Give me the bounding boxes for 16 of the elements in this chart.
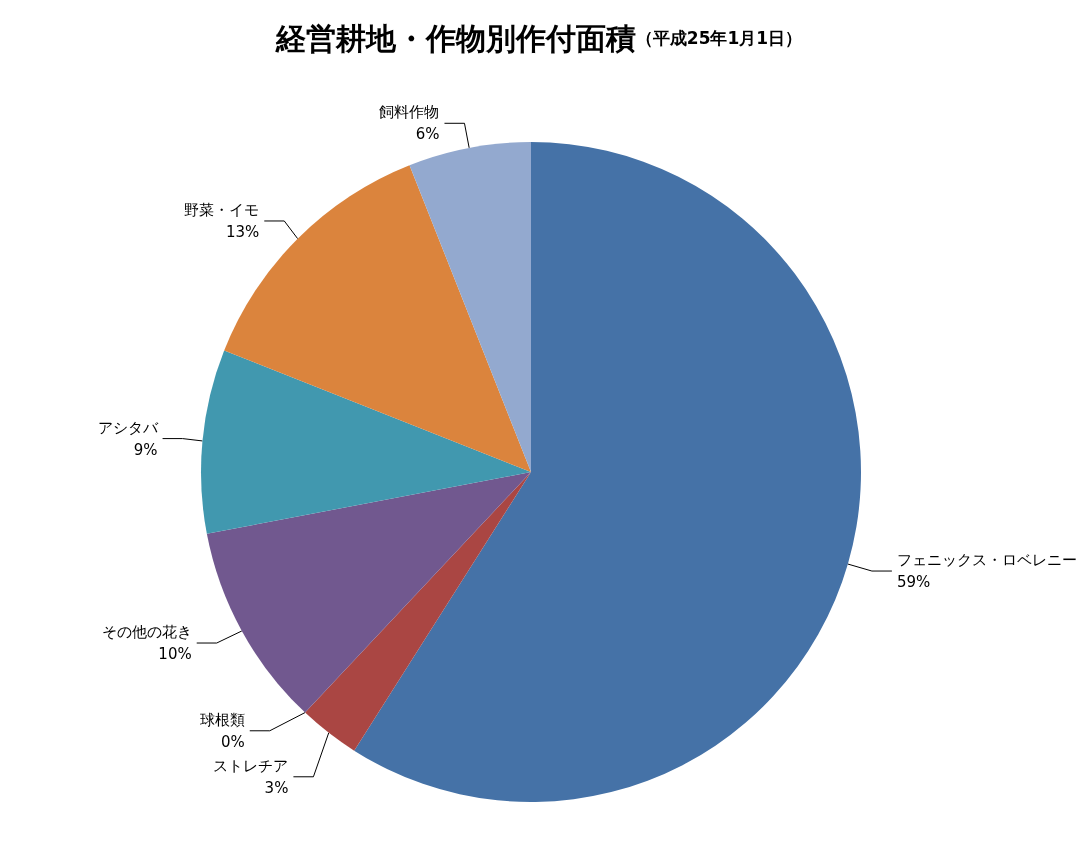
slice-label: フェニックス・ロベレニー xyxy=(896,551,1077,570)
data-label: 13% xyxy=(225,222,260,241)
slice-label: 飼料作物 xyxy=(379,103,440,122)
text: 0% xyxy=(220,732,245,751)
slice-label: ストレチア xyxy=(213,756,289,775)
slice-label: その他の花き xyxy=(101,623,192,642)
slice-label: 野菜・イモ xyxy=(184,200,260,219)
data-label: 3% xyxy=(264,778,289,797)
data-label: 6% xyxy=(415,125,440,144)
legend-label: 球根類 xyxy=(199,710,245,729)
data-label: 10% xyxy=(158,645,192,664)
data-label: 9% xyxy=(133,440,158,459)
chart-subtitle: （平成25年1月1日） xyxy=(635,28,803,48)
data-label: 59% xyxy=(896,573,931,592)
chart-title: 経営耕地・作物別作付面積 xyxy=(274,20,636,56)
slice-label: アシタバ xyxy=(97,418,159,437)
